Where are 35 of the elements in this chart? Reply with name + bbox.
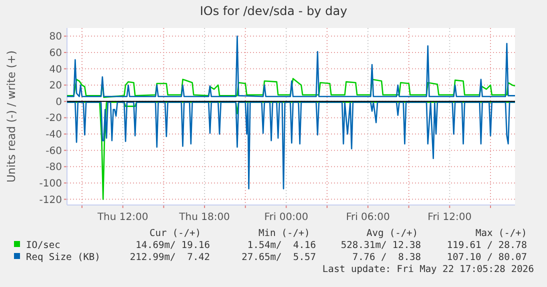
line-series	[66, 36, 516, 98]
chart-title: IOs for /dev/sda - by day	[200, 4, 348, 18]
line-series	[66, 78, 516, 98]
text: 212.99m/ 7.42	[130, 252, 210, 263]
y-tick-label: -40	[46, 130, 62, 141]
text: Cur (-/+)	[150, 228, 201, 239]
text: 528.31m/ 12.38	[340, 240, 422, 251]
y-axis-title: Units read (-) / write (+)	[5, 50, 18, 183]
y-tick-label: 20	[49, 80, 62, 92]
text: Min (-/+)	[258, 228, 310, 239]
legend-label: Req Size (KB)	[26, 252, 100, 263]
text: 1.54m/ 4.16	[247, 240, 316, 251]
text: 119.61 / 28.78	[446, 240, 528, 251]
legend-label: IO/sec	[26, 240, 60, 251]
y-tick-label: -100	[39, 178, 62, 190]
x-tick-label: Fri 00:00	[264, 212, 308, 223]
y-tick-label: 0	[56, 96, 62, 108]
y-tick-label: -120	[39, 194, 62, 206]
x-tick-label: Fri 12:00	[428, 212, 472, 223]
y-tick-label: -60	[46, 146, 62, 157]
y-tick-label: 40	[49, 64, 62, 76]
text: Last update: Fri May 22 17:05:28 2026	[322, 264, 534, 275]
text: Max (-/+)	[476, 228, 527, 239]
text: 7.76 / 8.38	[352, 252, 422, 263]
y-tick-label: -20	[46, 113, 62, 124]
y-tick-label: 60	[49, 48, 62, 59]
y-tick-label: -80	[46, 162, 62, 174]
x-tick-label: Thu 18:00	[178, 212, 230, 223]
x-tick-label: Thu 12:00	[96, 212, 148, 223]
y-tick-label: 80	[49, 32, 62, 43]
text: 107.10 / 80.07	[446, 252, 527, 263]
x-tick-label: Fri 06:00	[346, 212, 390, 223]
text: 27.65m/ 5.57	[242, 252, 316, 263]
text: 14.69m/ 19.16	[136, 240, 210, 251]
text: Avg (-/+)	[366, 228, 418, 239]
